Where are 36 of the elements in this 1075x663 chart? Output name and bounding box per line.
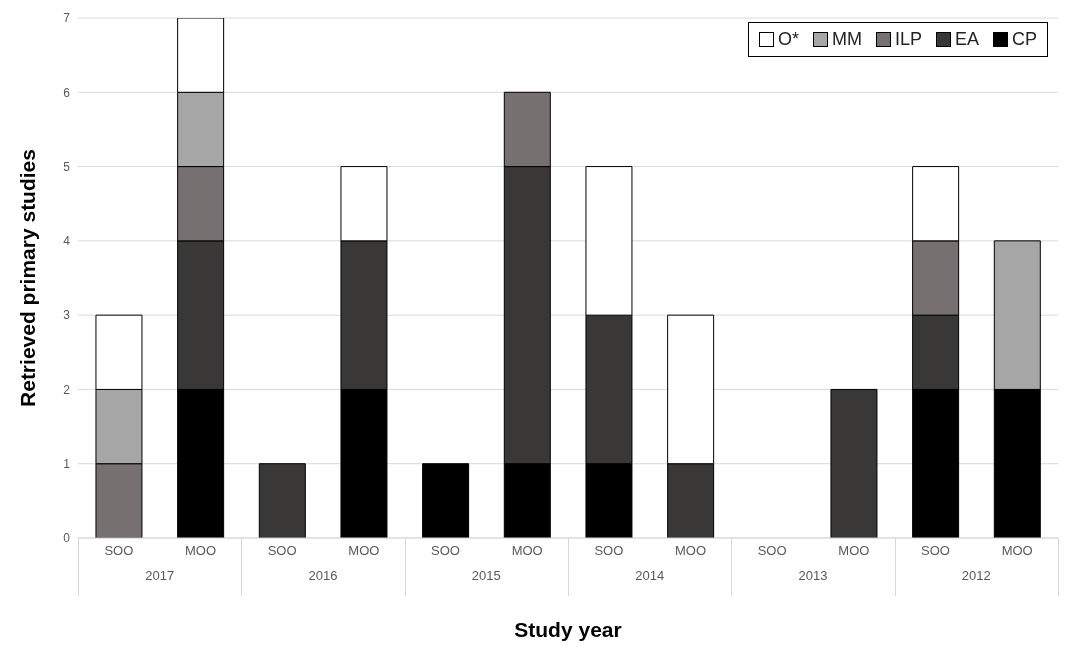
text: 2013 (797, 568, 829, 583)
x-axis-title: Study year (513, 618, 623, 642)
legend-label: O* (777, 29, 799, 50)
bar (830, 388, 878, 538)
text: 2012 (960, 568, 992, 583)
y-tick-label: 5 (63, 159, 71, 174)
text: 2015 (470, 568, 502, 583)
legend-label: ILP (894, 29, 922, 50)
x-tick-label: SOO (267, 543, 297, 559)
x-tick-label: SOO (104, 543, 134, 559)
x-tick-label: MOO (674, 543, 707, 559)
x-tick-label: MOO (184, 543, 217, 559)
y-tick-label: 3 (63, 308, 71, 323)
legend-label: MM (831, 29, 862, 50)
y-tick-label: 6 (63, 85, 71, 100)
text: 2014 (634, 568, 666, 583)
x-tick-label: SOO (431, 543, 460, 559)
bar (422, 463, 470, 538)
y-tick-label: 0 (63, 531, 71, 546)
y-tick-label: 2 (63, 382, 71, 397)
x-tick-label: MOO (838, 543, 870, 559)
x-tick-label: SOO (594, 543, 624, 559)
y-tick-label: 1 (63, 456, 71, 471)
legend-label: EA (954, 29, 979, 50)
y-tick-label: 7 (63, 11, 71, 26)
x-tick-label: MOO (511, 543, 543, 559)
y-axis-title: Retrieved primary studies (16, 149, 40, 407)
bar (258, 463, 306, 538)
text: 2016 (307, 568, 339, 583)
x-tick-label: MOO (348, 543, 380, 559)
y-tick-label: 4 (63, 234, 71, 249)
text: 2017 (144, 568, 176, 583)
x-tick-label: MOO (1001, 543, 1033, 559)
legend-label: CP (1011, 29, 1037, 50)
x-tick-label: SOO (757, 543, 787, 559)
x-tick-label: SOO (921, 543, 950, 559)
